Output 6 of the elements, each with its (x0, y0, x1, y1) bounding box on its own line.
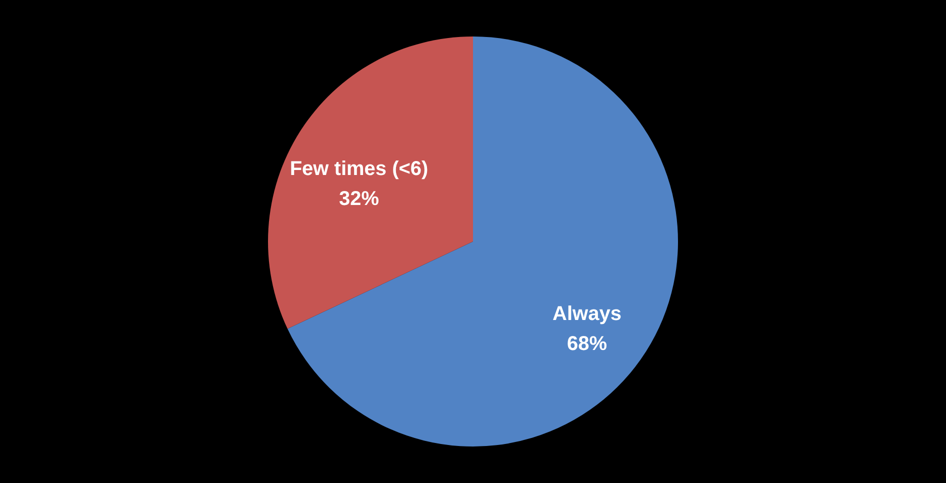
data-label: 32% (339, 188, 380, 210)
slice-label: Always (552, 302, 622, 325)
slice-label: Few times (<6) (290, 158, 428, 180)
pie-slice (288, 36, 678, 446)
pie-slice (268, 36, 473, 329)
data-label: 68% (566, 332, 608, 355)
